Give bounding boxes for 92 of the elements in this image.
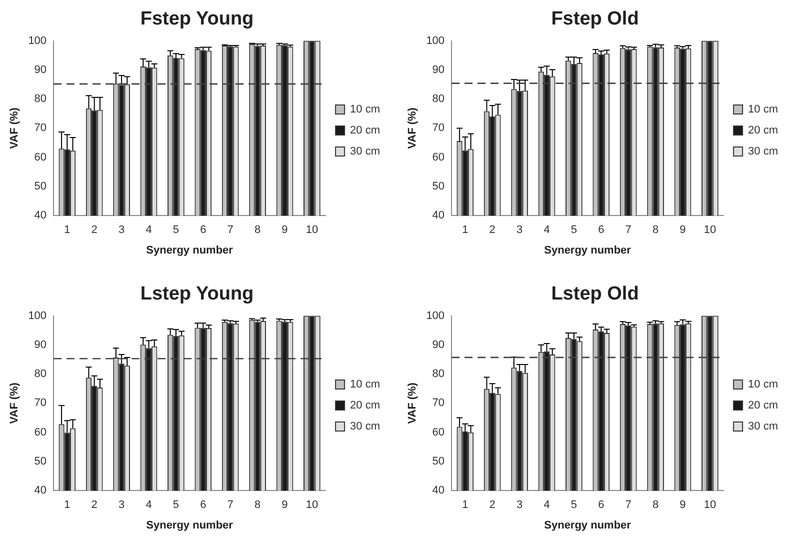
x-tick-label: 8 [254,499,261,512]
x-tick-label: 7 [625,499,632,512]
y-tick-label: 80 [34,93,47,106]
x-tick-label: 1 [462,499,468,512]
x-tick-label: 1 [64,224,70,236]
x-axis-title: Synergy number [544,519,632,532]
x-tick-label: 2 [91,224,98,236]
y-tick-label: 60 [34,151,47,164]
legend-label: 30 cm [350,420,380,433]
legend-label: 20 cm [350,400,380,412]
legend-label: 30 cm [748,146,778,158]
y-axis-title: VAF (%) [406,107,419,149]
legend-label: 30 cm [748,420,778,433]
x-tick-label: 2 [489,224,496,236]
legend-label: 10 cm [748,104,778,116]
legend-label: 20 cm [350,124,380,137]
x-tick-label: 8 [652,224,659,236]
legend-label: 10 cm [350,378,380,391]
x-axis-title: Synergy number [146,519,234,532]
x-tick-label: 4 [544,499,550,512]
y-tick-label: 100 [28,310,47,322]
chart-title: Fstep Old [551,8,639,30]
x-tick-label: 6 [598,224,604,236]
y-axis-title: VAF (%) [406,382,419,424]
y-tick-label: 50 [432,456,445,468]
x-tick-label: 9 [680,499,686,512]
y-tick-label: 70 [432,397,445,410]
x-axis-title: Synergy number [544,244,632,256]
x-tick-label: 3 [118,499,125,512]
x-tick-label: 6 [200,499,206,512]
x-tick-label: 10 [704,224,716,236]
y-tick-label: 100 [426,310,445,322]
y-tick-label: 90 [34,338,47,351]
x-tick-label: 5 [570,499,578,512]
y-axis-title: VAF (%) [8,107,21,149]
y-tick-label: 90 [34,64,47,76]
y-tick-label: 100 [426,34,445,47]
x-tick-label: 3 [516,224,523,236]
x-tick-label: 10 [306,224,318,236]
x-axis-title: Synergy number [146,244,234,256]
x-tick-label: 6 [200,224,206,236]
y-tick-label: 50 [34,180,47,192]
y-tick-label: 40 [34,210,47,222]
legend-label: 30 cm [350,146,380,158]
x-tick-label: 5 [172,224,180,236]
y-tick-label: 40 [432,210,445,222]
chart-title: Fstep Young [140,8,254,30]
legend-label: 20 cm [748,124,778,137]
x-tick-label: 3 [118,224,125,236]
legend-label: 20 cm [748,400,778,412]
chart-title: Lstep Young [140,284,254,305]
x-tick-label: 7 [227,224,234,236]
y-tick-label: 70 [432,122,445,134]
x-tick-label: 9 [282,499,288,512]
x-tick-label: 10 [306,499,318,512]
y-tick-label: 50 [34,456,47,468]
y-tick-label: 80 [432,93,445,106]
y-tick-label: 40 [34,484,47,497]
x-tick-label: 6 [598,499,604,512]
x-tick-label: 5 [570,224,578,236]
y-tick-label: 70 [34,397,47,410]
y-tick-label: 60 [432,151,445,164]
x-tick-label: 4 [146,499,152,512]
y-tick-label: 40 [432,484,445,497]
legend-label: 10 cm [350,104,380,116]
x-tick-label: 9 [680,224,686,236]
chart-title: Lstep Old [551,284,639,305]
y-tick-label: 50 [432,180,445,192]
x-tick-label: 2 [489,499,496,512]
y-tick-label: 90 [432,338,445,351]
legend-label: 10 cm [748,378,778,391]
y-axis-title: VAF (%) [8,382,21,424]
x-tick-label: 4 [146,224,152,236]
x-tick-label: 1 [462,224,468,236]
x-tick-label: 9 [282,224,288,236]
y-tick-label: 80 [34,368,47,380]
y-tick-label: 90 [432,64,445,76]
x-tick-label: 10 [704,499,716,512]
x-tick-label: 7 [625,224,632,236]
x-tick-label: 7 [227,499,234,512]
x-tick-label: 2 [91,499,98,512]
y-tick-label: 60 [432,426,445,438]
x-tick-label: 4 [544,224,550,236]
x-tick-label: 8 [652,499,659,512]
y-tick-label: 70 [34,122,47,134]
y-tick-label: 60 [34,426,47,438]
x-tick-label: 5 [172,499,180,512]
x-tick-label: 1 [64,499,70,512]
x-tick-label: 3 [516,499,523,512]
y-tick-label: 100 [28,34,47,47]
x-tick-label: 8 [254,224,261,236]
y-tick-label: 80 [432,368,445,380]
